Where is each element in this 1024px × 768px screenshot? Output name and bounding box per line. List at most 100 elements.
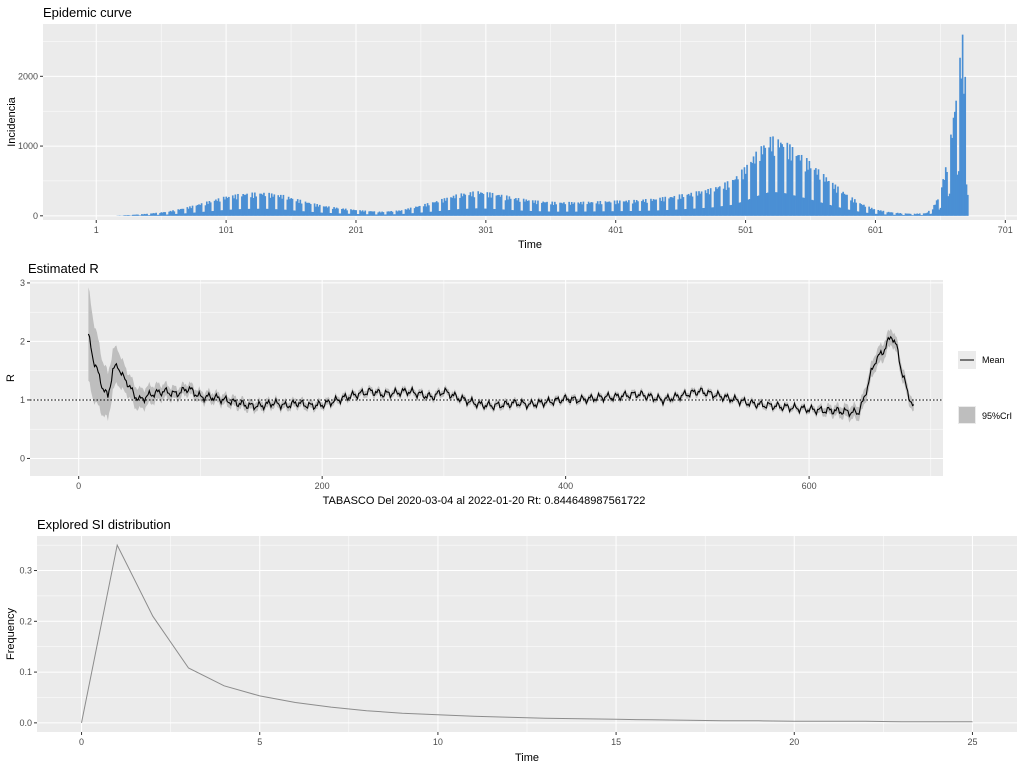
bar: [128, 215, 130, 216]
bar: [763, 145, 765, 216]
bar: [435, 201, 438, 216]
bar: [703, 207, 706, 216]
bar: [737, 179, 739, 216]
bar: [592, 211, 595, 216]
bar: [951, 137, 954, 216]
bar: [372, 211, 374, 216]
bar: [248, 208, 251, 216]
bar: [221, 210, 224, 216]
bar: [218, 201, 221, 216]
bar: [720, 206, 722, 216]
bar: [212, 210, 215, 216]
bar: [916, 213, 919, 216]
estimated-r-x-ticks: 0 200 400 600: [76, 476, 817, 491]
bar: [491, 192, 494, 216]
bar: [915, 214, 917, 216]
bar: [877, 209, 880, 216]
bar: [451, 197, 454, 216]
bar: [911, 215, 913, 216]
bar: [215, 199, 217, 216]
bar: [231, 195, 234, 216]
bar: [651, 200, 654, 216]
bar: [761, 154, 764, 216]
bar: [516, 200, 519, 216]
bar: [395, 210, 398, 216]
bar: [777, 139, 780, 216]
bar: [741, 169, 743, 216]
y-tick-label: 0: [20, 453, 25, 463]
bar: [626, 202, 629, 216]
bar: [402, 213, 404, 216]
bar: [155, 212, 157, 216]
bar: [335, 207, 338, 216]
bar: [334, 208, 337, 216]
bar: [483, 208, 486, 216]
bar: [267, 208, 269, 216]
bar: [833, 188, 835, 216]
bar: [568, 201, 570, 216]
y-tick-label: 0.3: [19, 566, 32, 576]
bar: [167, 214, 169, 216]
bar: [603, 211, 606, 216]
bar: [731, 179, 734, 216]
bar: [587, 201, 590, 216]
bar: [690, 192, 693, 216]
bar: [525, 199, 528, 216]
bar: [490, 197, 493, 216]
bar: [922, 213, 925, 216]
bar: [695, 191, 698, 216]
bar: [328, 206, 330, 216]
y-tick-label: 3: [20, 278, 25, 288]
bar: [520, 210, 522, 216]
bar: [376, 214, 378, 216]
bar: [747, 199, 750, 216]
bar: [356, 214, 359, 216]
epidemic-curve-y-label: Incidencia: [6, 96, 18, 146]
bar: [296, 199, 299, 216]
bar: [765, 193, 768, 216]
bar: [492, 208, 495, 216]
bar: [472, 191, 474, 216]
bar: [654, 199, 656, 216]
bar: [312, 211, 315, 216]
bar: [567, 211, 569, 216]
bar: [644, 199, 647, 216]
bar: [518, 201, 521, 216]
bar: [917, 213, 920, 216]
bar: [564, 204, 567, 216]
x-tick-label: 15: [611, 737, 621, 747]
bar: [700, 191, 703, 216]
bar: [602, 211, 604, 216]
bar: [320, 212, 322, 216]
bar: [816, 174, 819, 216]
bar: [742, 179, 744, 216]
bar: [941, 187, 943, 216]
bar: [579, 201, 582, 216]
estimated-r-panel: Estimated R 0 200 400 600 0 1 2 3 TABASCO Del …: [5, 261, 1012, 507]
si-distribution-y-ticks: 0.0 0.1 0.2 0.3: [19, 566, 37, 728]
bar: [804, 171, 807, 216]
bar: [954, 111, 956, 216]
bar: [196, 204, 199, 216]
bar: [683, 209, 686, 216]
bar: [878, 210, 881, 216]
bar: [681, 194, 683, 216]
bar: [361, 210, 364, 216]
bar: [134, 214, 137, 216]
bar: [879, 210, 882, 216]
estimated-r-title: Estimated R: [28, 261, 99, 276]
bar: [838, 207, 841, 216]
bar: [873, 209, 876, 216]
bar: [935, 200, 938, 216]
bar: [500, 194, 503, 216]
bar: [699, 193, 702, 216]
bar: [368, 211, 370, 216]
bar: [537, 200, 539, 216]
bar: [348, 213, 351, 216]
bar: [337, 208, 339, 216]
bar: [802, 197, 804, 216]
bar: [807, 169, 809, 216]
bar: [428, 205, 430, 216]
bar: [756, 195, 759, 216]
epidemic-curve-y-ticks: 0 1000 2000: [18, 71, 43, 221]
